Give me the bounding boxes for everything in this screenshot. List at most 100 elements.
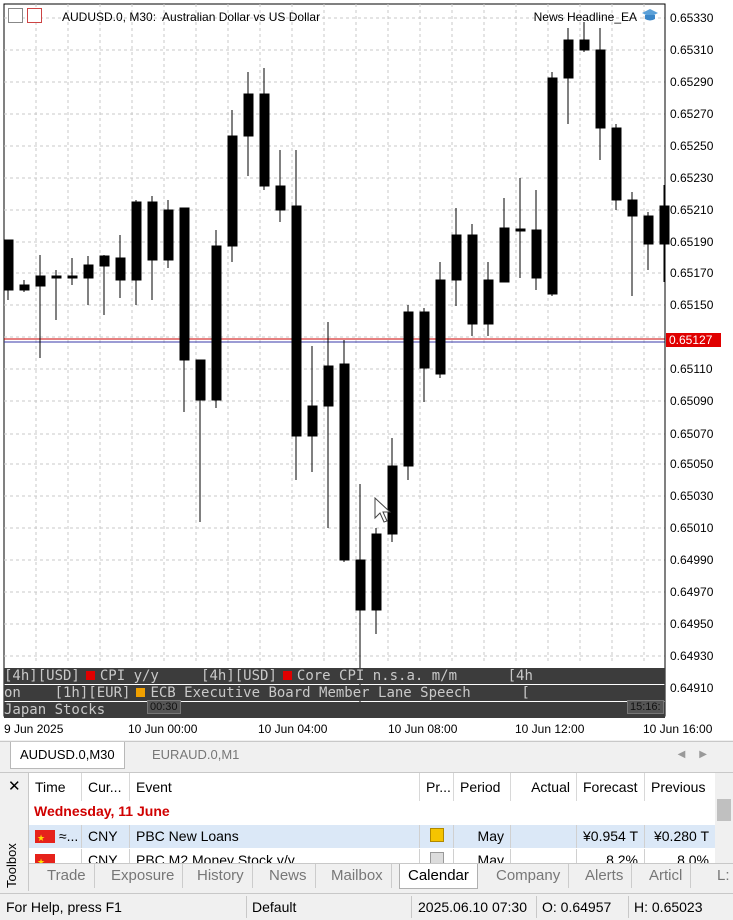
expert-advisor-hat-icon[interactable] (641, 7, 659, 23)
row-forecast: 8.2% (577, 849, 645, 865)
bearish-candle (83, 264, 94, 279)
price-axis-label: 0.65110 (670, 362, 713, 376)
bearish-candle (627, 199, 638, 217)
bearish-candle (451, 234, 462, 281)
column-header-time[interactable]: Time (29, 773, 82, 801)
ticker-tag: [4h (507, 668, 533, 684)
ticker-time-badge: 00:30 (147, 700, 181, 714)
time-axis-label: 10 Jun 00:00 (128, 722, 198, 736)
price-axis-label: 0.65170 (670, 266, 714, 280)
bearish-candle (579, 39, 590, 51)
bearish-candle (227, 135, 238, 247)
status-separator (536, 896, 537, 918)
chart-tabs-bar: AUDUSD.0,M30 EURAUD.0,M1 ◀▶ (0, 741, 733, 770)
tab-overflow[interactable]: L: (709, 864, 733, 888)
eur-impact-dot-icon (136, 688, 146, 697)
status-datetime: 2025.06.10 07:30 (418, 899, 527, 915)
bearish-candle (483, 279, 494, 325)
tab-scroll-arrows-icon[interactable]: ◀▶ (677, 749, 721, 760)
price-axis-label: 0.65010 (670, 521, 714, 535)
column-header-forecast[interactable]: Forecast (577, 773, 645, 801)
bearish-candle (371, 533, 382, 611)
status-profile[interactable]: Default (252, 899, 297, 915)
tab-calendar[interactable]: Calendar (399, 864, 478, 889)
bearish-candle (547, 77, 558, 295)
bearish-candle (515, 228, 526, 232)
row-actual (511, 825, 577, 848)
price-chart[interactable] (0, 0, 733, 740)
bearish-candle (403, 311, 414, 467)
chart-tab-euraud[interactable]: EURAUD.0,M1 (152, 747, 240, 762)
chart-toolbar-icons (8, 8, 42, 23)
tab-history[interactable]: History (189, 864, 253, 888)
price-axis-label: 0.65230 (670, 171, 714, 185)
ea-trading-icon[interactable] (27, 8, 42, 23)
bearish-candle (467, 234, 478, 325)
ticker-time-badge: 15:16: (627, 700, 664, 714)
row-period: May (454, 849, 511, 865)
news-ticker-line-2: on [1h][EUR] ECB Executive Board Member L… (4, 685, 665, 701)
price-axis-label: 0.65070 (670, 427, 714, 441)
bearish-candle (131, 201, 142, 281)
bearish-candle (419, 311, 430, 369)
table-row[interactable]: CNY PBC M2 Money Stock y/y May 8.2% 8.0% (29, 849, 715, 865)
tab-news[interactable]: News (261, 864, 316, 888)
toolbox-panel: ✕ Toolbox Time Cur... Event Pr... Period… (0, 772, 733, 891)
tab-mailbox[interactable]: Mailbox (323, 864, 392, 888)
ticker-tag: [1h][EUR] (54, 685, 131, 701)
tab-company[interactable]: Company (488, 864, 570, 888)
price-axis-label: 0.64990 (670, 553, 714, 567)
expert-advisor-label[interactable]: News Headline_EA (533, 10, 637, 24)
price-axis-label: 0.65310 (670, 43, 714, 57)
price-axis-label: 0.65090 (670, 394, 714, 408)
column-header-event[interactable]: Event (130, 773, 420, 801)
tab-articles[interactable]: Articl (641, 864, 692, 888)
status-bar: For Help, press F1 Default 2025.06.10 07… (0, 893, 733, 920)
price-axis-label: 0.64930 (670, 649, 714, 663)
news-ticker-line-3: Japan Stocks (4, 702, 665, 718)
close-icon[interactable]: ✕ (8, 778, 21, 795)
usd-impact-dot-icon (282, 671, 292, 680)
mouse-cursor-icon (374, 497, 392, 523)
toolbox-tabs: Trade Exposure History News Mailbox Cale… (29, 863, 733, 890)
price-axis-label: 0.65210 (670, 203, 714, 217)
column-header-period[interactable]: Period (454, 773, 511, 801)
bearish-candle (211, 245, 222, 401)
bearish-candle (595, 49, 606, 129)
china-flag-icon (35, 851, 55, 865)
time-axis-label: 10 Jun 16:00 (643, 722, 713, 736)
calendar-table[interactable]: Time Cur... Event Pr... Period Actual Fo… (29, 773, 715, 865)
chart-tab-audusd[interactable]: AUDUSD.0,M30 (10, 742, 125, 769)
bearish-candle (195, 359, 206, 401)
row-previous: ¥0.280 T (653, 828, 709, 844)
table-row[interactable]: ≈... CNY PBC New Loans May ¥0.954 T ¥0.2… (29, 825, 715, 848)
price-axis-label: 0.65190 (670, 235, 714, 249)
tab-trade[interactable]: Trade (39, 864, 95, 888)
time-axis-label: 10 Jun 08:00 (388, 722, 458, 736)
column-header-currency[interactable]: Cur... (82, 773, 130, 801)
price-axis-label: 0.65330 (670, 11, 714, 25)
one-click-trading-icon[interactable] (8, 8, 23, 23)
status-help: For Help, press F1 (6, 899, 122, 915)
status-separator (628, 896, 629, 918)
vertical-scrollbar[interactable] (715, 773, 733, 865)
priority-medium-icon (429, 828, 444, 842)
chart-window[interactable]: AUDUSD.0, M30: Australian Dollar vs US D… (0, 0, 733, 740)
price-axis-label: 0.64970 (670, 585, 714, 599)
ticker-tag: [4h][USD] (4, 668, 80, 684)
tab-exposure[interactable]: Exposure (103, 864, 184, 888)
column-header-actual[interactable]: Actual (511, 773, 577, 801)
bearish-candle (307, 405, 318, 437)
column-header-priority[interactable]: Pr... (420, 773, 454, 801)
scrollbar-thumb[interactable] (717, 799, 731, 821)
ticker-event: CPI y/y (99, 668, 159, 684)
tab-alerts[interactable]: Alerts (577, 864, 633, 888)
bearish-candle (67, 275, 78, 279)
time-axis-label: 10 Jun 12:00 (515, 722, 585, 736)
price-axis-label: 0.64910 (670, 681, 714, 695)
bearish-candle (275, 185, 286, 211)
bearish-candle (243, 93, 254, 137)
row-event: PBC M2 Money Stock y/y (130, 849, 420, 865)
china-flag-icon (35, 827, 55, 848)
column-header-previous[interactable]: Previous (651, 779, 706, 795)
